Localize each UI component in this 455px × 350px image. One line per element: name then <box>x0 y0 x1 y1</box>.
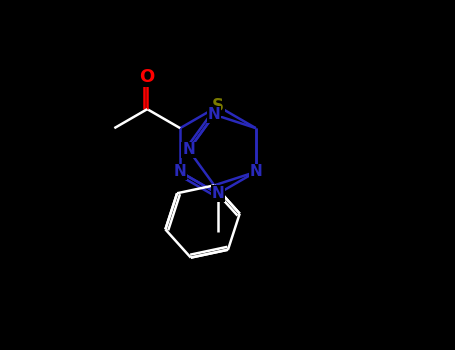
Text: N: N <box>182 142 195 158</box>
Text: N: N <box>174 164 187 179</box>
Text: S: S <box>212 97 224 115</box>
Text: N: N <box>212 186 224 201</box>
Text: N: N <box>208 107 221 122</box>
Text: O: O <box>140 68 155 86</box>
Text: N: N <box>249 164 262 179</box>
